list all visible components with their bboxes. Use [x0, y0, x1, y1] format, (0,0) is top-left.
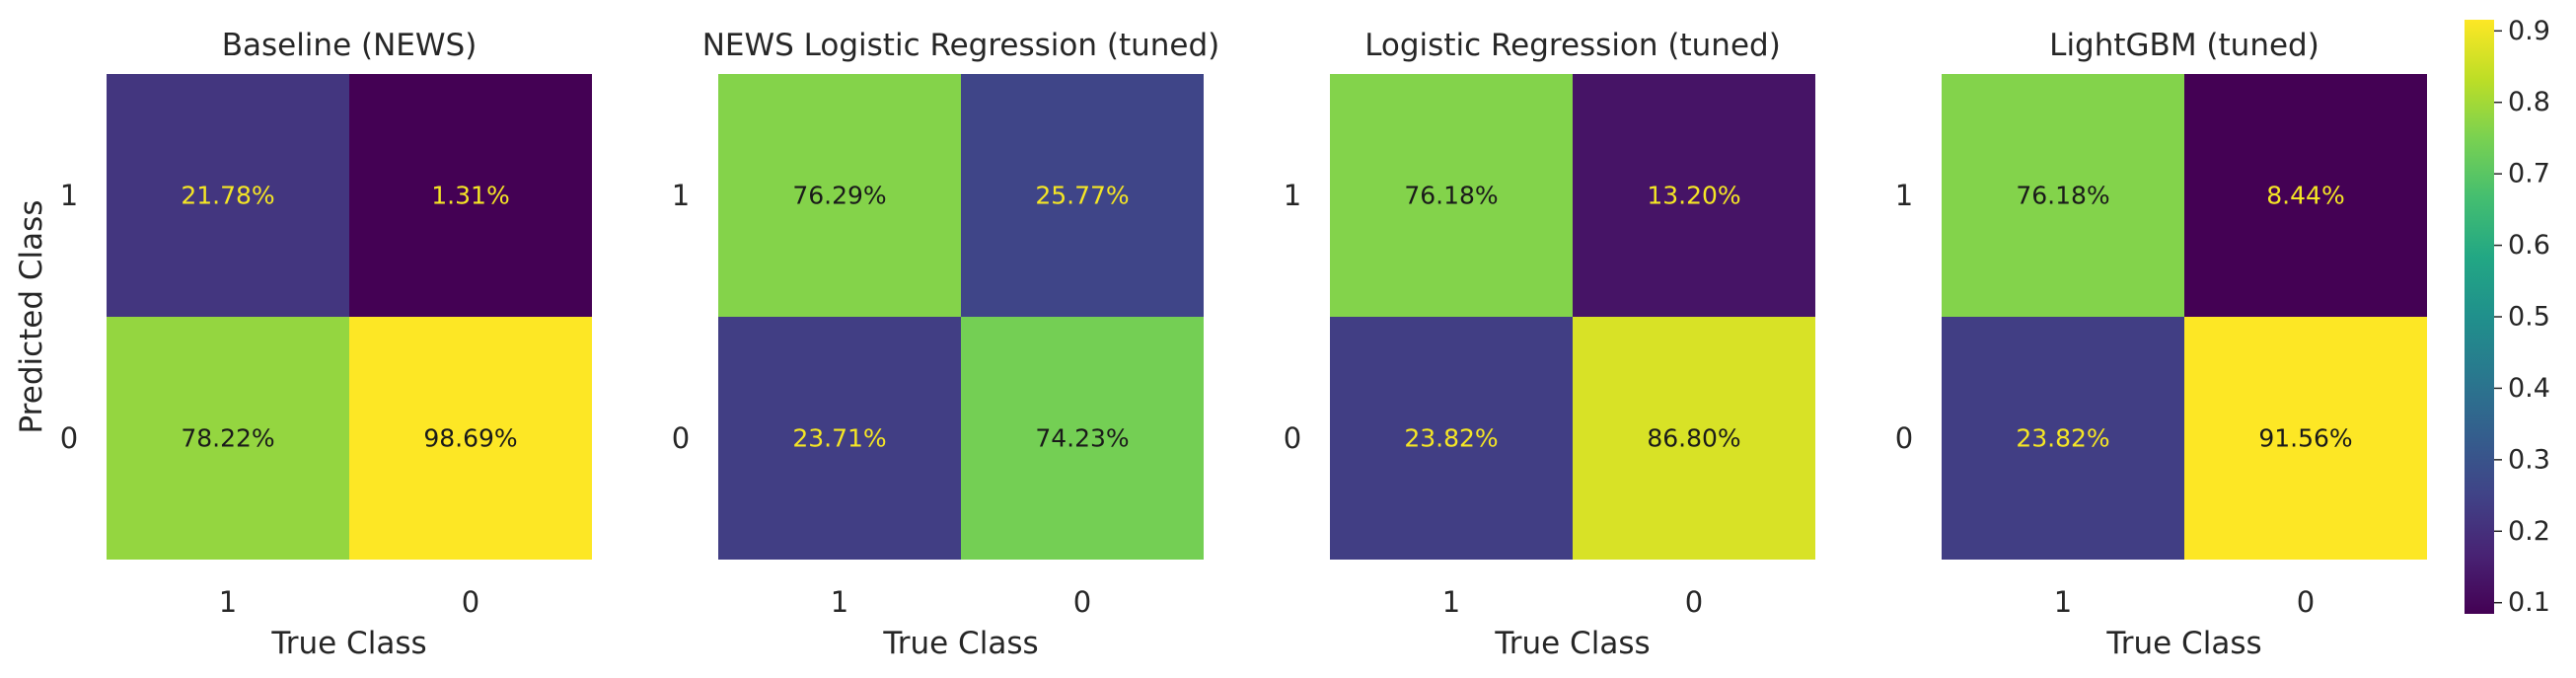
- heatmap-panel-1: 21.78% 1.31% 78.22% 98.69% Baseline (NEWS) 1 0…: [14, 28, 592, 661]
- cell-value-label: 1.31%: [431, 182, 509, 210]
- colorbar-tick-label: 0.5: [2508, 302, 2550, 333]
- x-tick-label: 1: [831, 585, 848, 619]
- y-tick-label: 0: [1895, 421, 1913, 455]
- heatmap-cell: [1942, 74, 2184, 317]
- cell-value-label: 76.29%: [792, 182, 886, 210]
- x-tick-label: 0: [462, 585, 479, 619]
- x-tick-label: 1: [2054, 585, 2072, 619]
- cell-value-label: 23.82%: [1404, 424, 1498, 453]
- cell-value-label: 91.56%: [2258, 424, 2352, 453]
- y-tick-label: 0: [1284, 421, 1301, 455]
- y-axis-label: Predicted Class: [14, 200, 49, 434]
- x-tick-label: 0: [1685, 585, 1703, 619]
- y-tick-label: 1: [1895, 179, 1913, 212]
- heatmap-cell: [2184, 74, 2427, 317]
- cell-value-label: 13.20%: [1647, 182, 1740, 210]
- y-tick-label: 1: [1284, 179, 1301, 212]
- y-tick-label: 1: [60, 179, 78, 212]
- colorbar-tick-label: 0.3: [2508, 444, 2550, 475]
- heatmap-cell: [1573, 317, 1815, 560]
- panel-title: Baseline (NEWS): [222, 28, 478, 63]
- heatmap-cell: [349, 74, 592, 317]
- colorbar: 0.1 0.2 0.3 0.4 0.5 0.6 0.7 0.8 0.9: [2465, 16, 2550, 618]
- heatmap-cell: [349, 317, 592, 560]
- cell-value-label: 8.44%: [2266, 182, 2344, 210]
- y-tick-label: 0: [672, 421, 690, 455]
- colorbar-tick-label: 0.8: [2508, 87, 2550, 117]
- heatmap-cell: [1573, 74, 1815, 317]
- cell-value-label: 74.23%: [1035, 424, 1129, 453]
- cell-value-label: 25.77%: [1035, 182, 1129, 210]
- heatmap-cell: [107, 317, 349, 560]
- cell-value-label: 23.71%: [792, 424, 886, 453]
- cell-value-label: 86.80%: [1647, 424, 1740, 453]
- x-axis-label: True Class: [1494, 626, 1650, 661]
- heatmap-cell: [961, 74, 1204, 317]
- heatmap-cell: [107, 74, 349, 317]
- cell-value-label: 76.18%: [1404, 182, 1498, 210]
- y-tick-label: 0: [60, 421, 78, 455]
- x-axis-label: True Class: [2105, 626, 2261, 661]
- heatmap-cell: [1942, 317, 2184, 560]
- heatmap-cell: [718, 317, 961, 560]
- cell-value-label: 76.18%: [2016, 182, 2109, 210]
- colorbar-tick-label: 0.9: [2508, 16, 2550, 46]
- heatmap-panel-3: 76.18% 13.20% 23.82% 86.80% Logistic Regress…: [1284, 28, 1815, 661]
- x-tick-label: 1: [1442, 585, 1460, 619]
- x-tick-label: 1: [219, 585, 237, 619]
- cell-value-label: 23.82%: [2016, 424, 2109, 453]
- cell-value-label: 21.78%: [181, 182, 274, 210]
- heatmap-cell: [1330, 317, 1573, 560]
- heatmap-cell: [718, 74, 961, 317]
- panel-title: Logistic Regression (tuned): [1364, 28, 1781, 63]
- colorbar-tick-label: 0.1: [2508, 587, 2550, 618]
- heatmap-cell: [1330, 74, 1573, 317]
- x-tick-label: 0: [2297, 585, 2315, 619]
- colorbar-tick-label: 0.6: [2508, 230, 2550, 261]
- colorbar-tick-label: 0.2: [2508, 516, 2550, 547]
- y-tick-label: 1: [672, 179, 690, 212]
- colorbar-gradient: [2465, 20, 2494, 614]
- colorbar-tick-label: 0.7: [2508, 159, 2550, 189]
- heatmap-cell: [2184, 317, 2427, 560]
- cell-value-label: 78.22%: [181, 424, 274, 453]
- heatmap-panel-2: 76.29% 25.77% 23.71% 74.23% NEWS Logistic Re…: [672, 28, 1220, 661]
- x-axis-label: True Class: [882, 626, 1038, 661]
- heatmap-cell: [961, 317, 1204, 560]
- panel-title: LightGBM (tuned): [2049, 28, 2319, 63]
- panel-title: NEWS Logistic Regression (tuned): [702, 28, 1220, 63]
- colorbar-tick-label: 0.4: [2508, 373, 2550, 404]
- x-tick-label: 0: [1073, 585, 1091, 619]
- heatmap-panels: 21.78% 1.31% 78.22% 98.69% Baseline (NEWS) 1 0…: [14, 28, 2427, 661]
- cell-value-label: 98.69%: [423, 424, 517, 453]
- heatmap-panel-4: 76.18% 8.44% 23.82% 91.56% LightGBM (tuned) 1…: [1895, 28, 2427, 661]
- x-axis-label: True Class: [270, 626, 426, 661]
